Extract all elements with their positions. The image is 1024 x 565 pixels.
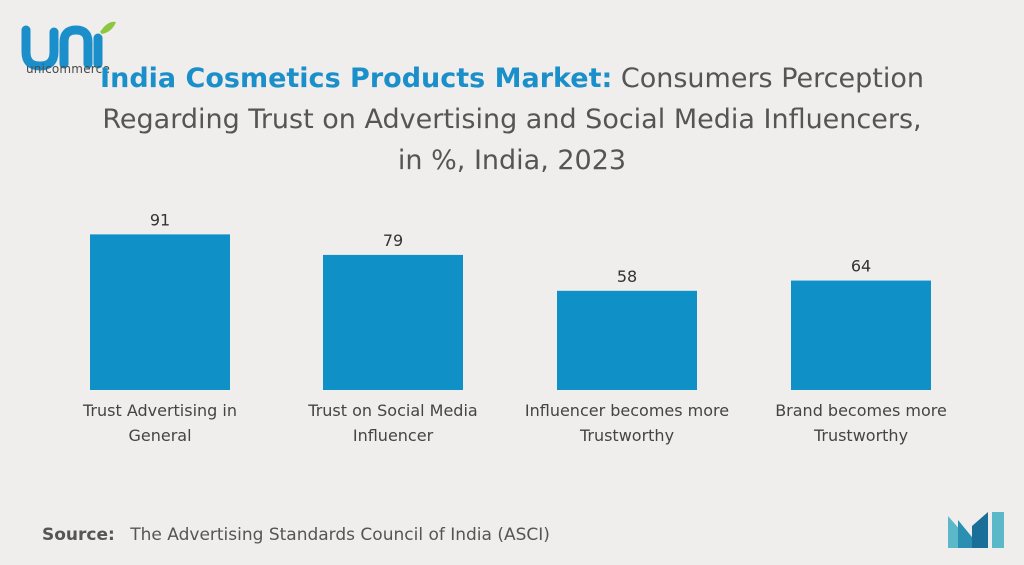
bar-4 (791, 280, 931, 390)
category-label-1-line-2: General (128, 426, 191, 445)
source-text: The Advertising Standards Council of Ind… (130, 525, 550, 545)
category-label-3-line-2: Trustworthy (579, 426, 674, 445)
logo-wordmark: unicommerce (25, 62, 111, 76)
value-label-3: 58 (617, 267, 637, 286)
value-label-2: 79 (383, 231, 403, 250)
category-label-2-line-1: Trust on Social Media (307, 401, 477, 420)
chart-title-rest: Consumers Perception Regarding Trust on … (102, 63, 924, 176)
value-label-1: 91 (150, 210, 170, 229)
mordor-intelligence-logo (948, 512, 1004, 548)
category-label-3-line-1: Influencer becomes more (525, 401, 729, 420)
category-label-4-line-1: Brand becomes more (775, 401, 947, 420)
category-label-2-line-2: Influencer (353, 426, 434, 445)
bar-2 (323, 254, 463, 390)
chart-title-highlight: India Cosmetics Products Market: (100, 63, 613, 94)
category-label-4-line-2: Trustworthy (813, 426, 908, 445)
bar-1 (90, 234, 230, 390)
source-note: Source: The Advertising Standards Counci… (42, 525, 550, 545)
category-label-1-line-1: Trust Advertising in (82, 401, 237, 420)
source-label: Source: (42, 525, 115, 545)
unicommerce-logo (21, 21, 116, 71)
bar-3 (557, 290, 697, 390)
value-label-4: 64 (851, 257, 871, 276)
chart-title: India Cosmetics Products Market: Consume… (90, 58, 934, 181)
